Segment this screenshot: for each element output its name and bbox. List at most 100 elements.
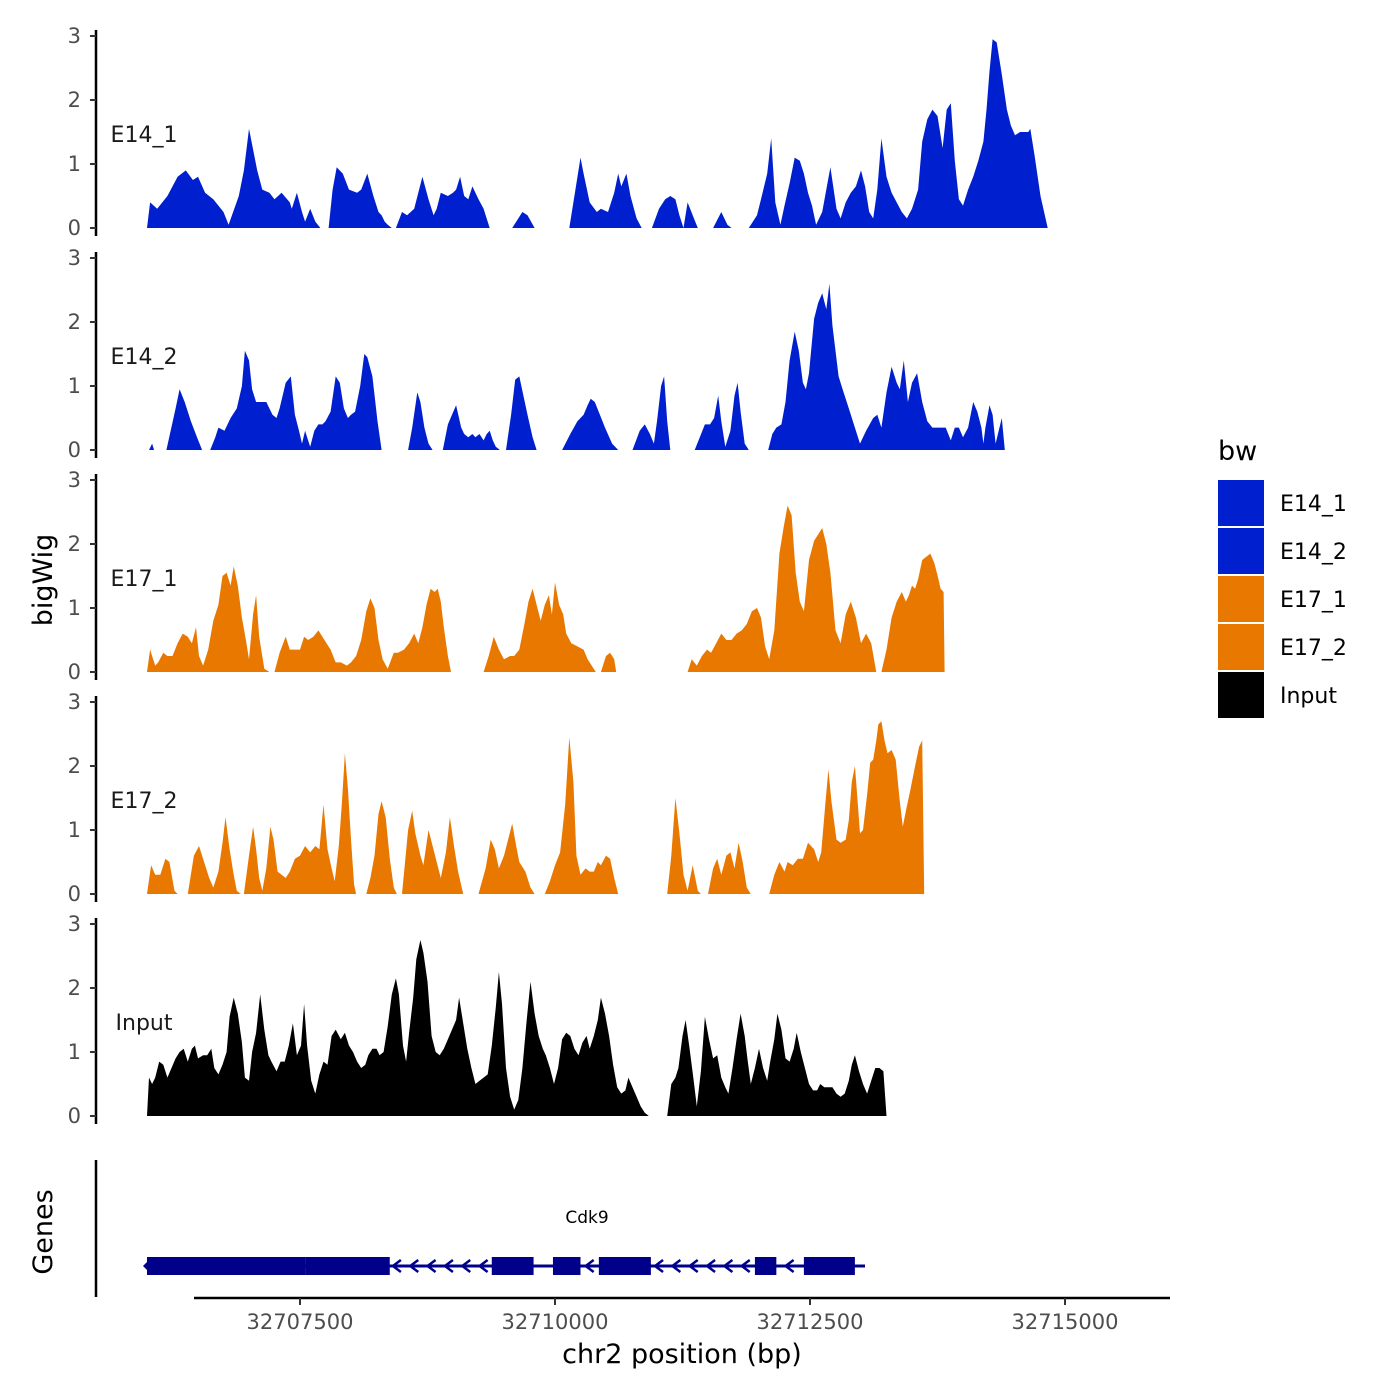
legend-label: Input <box>1280 684 1337 709</box>
y-tick-label: 3 <box>68 690 81 714</box>
gene-exon <box>491 1257 534 1275</box>
strand-arrow <box>390 1259 402 1273</box>
legend-swatch <box>1218 528 1264 574</box>
legend: bw E14_1 E14_2 E17_1 E17_2 Input <box>1218 436 1347 718</box>
y-tick-label: 3 <box>68 468 81 492</box>
track-E17_2: 0 1 2 3 E17_2 <box>68 690 925 906</box>
coverage-area <box>402 810 464 894</box>
legend-label: E14_1 <box>1280 492 1347 517</box>
legend-label: E17_1 <box>1280 588 1347 613</box>
track-label: E17_2 <box>111 789 178 814</box>
gene-exon <box>305 1257 390 1275</box>
coverage-area <box>166 389 203 450</box>
y-tick-label: 2 <box>68 976 81 1000</box>
y-tick-label: 3 <box>68 246 81 270</box>
y-tick-label: 3 <box>68 912 81 936</box>
legend-title: bw <box>1218 436 1257 467</box>
strand-arrow <box>460 1259 472 1273</box>
coverage-area <box>651 196 698 228</box>
y-tick-label: 0 <box>68 438 81 462</box>
genes-track-title: Genes <box>28 1189 59 1274</box>
x-tick-label: 32715000 <box>1012 1310 1119 1334</box>
y-tick-label: 0 <box>68 660 81 684</box>
coverage-area <box>366 801 397 894</box>
track-E14_2: 0 1 2 3 E14_2 <box>68 246 1005 462</box>
y-tick-label: 0 <box>68 1104 81 1128</box>
coverage-area <box>442 405 500 450</box>
track-E14_1: 0 1 2 3 E14_1 <box>68 24 1048 240</box>
gene-label: Cdk9 <box>565 1208 608 1228</box>
coverage-area <box>147 858 178 894</box>
legend-swatch <box>1218 624 1264 670</box>
y-tick-label: 0 <box>68 882 81 906</box>
coverage-area <box>708 842 751 894</box>
coverage-area <box>713 212 732 228</box>
track-Input: 0 1 2 3 Input <box>68 912 887 1128</box>
strand-arrow <box>704 1259 716 1273</box>
x-tick-label: 32710000 <box>502 1310 609 1334</box>
x-axis: 32707500 32710000 32712500 32715000 <box>194 1296 1170 1334</box>
coverage-area <box>187 817 241 894</box>
track-label: E17_1 <box>111 567 178 592</box>
y-tick-label: 1 <box>68 374 81 398</box>
x-tick-label: 32712500 <box>757 1310 864 1334</box>
y-tick-label: 1 <box>68 152 81 176</box>
gene-exon <box>754 1257 777 1275</box>
y-tick-label: 2 <box>68 754 81 778</box>
coverage-area <box>881 553 945 672</box>
coverage-area <box>569 157 642 228</box>
strand-arrow <box>477 1259 489 1273</box>
coverage-area <box>667 798 701 894</box>
coverage-area <box>478 823 535 894</box>
track-label: Input <box>116 1011 173 1036</box>
track-E17_1: 0 1 2 3 E17_1 <box>68 468 945 684</box>
legend-label: E17_2 <box>1280 636 1347 661</box>
gene-exon <box>598 1257 651 1275</box>
gene-exon <box>552 1257 581 1275</box>
coverage-area <box>632 376 671 450</box>
coverage-area <box>694 382 749 450</box>
strand-arrow <box>670 1259 682 1273</box>
coverage-area <box>274 588 451 672</box>
coverage-area <box>769 721 925 894</box>
y-tick-label: 1 <box>68 1040 81 1064</box>
y-tick-label: 1 <box>68 596 81 620</box>
strand-arrow <box>687 1259 699 1273</box>
y-tick-label: 3 <box>68 24 81 48</box>
coverage-area <box>512 212 535 228</box>
track-label: E14_2 <box>111 345 178 370</box>
strand-arrow <box>583 1259 595 1273</box>
y-tick-label: 2 <box>68 310 81 334</box>
strand-arrow <box>652 1259 664 1273</box>
coverage-area <box>600 652 617 672</box>
coverage-area <box>687 505 877 672</box>
coverage-area <box>210 350 382 450</box>
strand-arrow <box>722 1259 734 1273</box>
coverage-area <box>768 283 1005 450</box>
coverage-area <box>544 737 619 894</box>
coverage-area <box>395 176 490 228</box>
coverage-area <box>562 398 619 450</box>
coverage-area <box>667 1013 887 1116</box>
coverage-area <box>147 128 321 228</box>
strand-arrow <box>783 1259 795 1273</box>
y-axis-title: bigWig <box>28 534 59 627</box>
coverage-area <box>506 376 537 450</box>
coverage-tracks: 0 1 2 3 E14_1 0 1 2 3 E14_2 0 1 2 3 E17_1 0 1 2 3 E17_2 0 1 2 3… <box>68 24 1048 1128</box>
coverage-area <box>748 39 1048 229</box>
legend-swatch <box>1218 672 1264 718</box>
x-axis-title: chr2 position (bp) <box>562 1339 802 1370</box>
strand-arrow <box>739 1259 751 1273</box>
gene-exon <box>803 1257 855 1275</box>
legend-label: E14_2 <box>1280 540 1347 565</box>
coverage-area <box>147 566 270 672</box>
legend-swatch <box>1218 576 1264 622</box>
coverage-area <box>408 392 433 450</box>
y-tick-label: 2 <box>68 532 81 556</box>
y-tick-label: 0 <box>68 216 81 240</box>
gene-exon <box>147 1257 306 1275</box>
coverage-area <box>147 940 649 1116</box>
legend-swatch <box>1218 480 1264 526</box>
